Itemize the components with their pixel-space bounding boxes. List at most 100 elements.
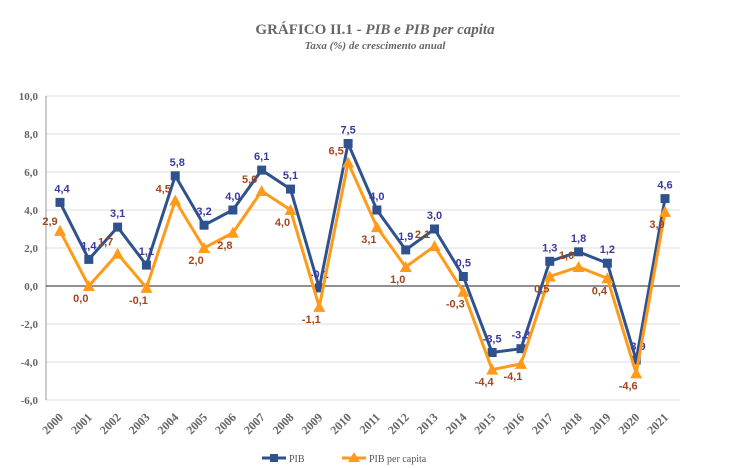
data-label: 4,0 [275, 217, 290, 229]
data-label: -3,5 [483, 334, 502, 346]
data-point-square [257, 165, 267, 175]
data-point-triangle [457, 285, 470, 297]
y-tick-label: 6,0 [24, 167, 38, 179]
series-line-0 [58, 138, 667, 361]
chart-subtitle: Taxa (%) de crescimento anual [304, 40, 446, 52]
y-tick-label: 4,0 [24, 205, 38, 217]
title-text: GRÁFICO II.1 - [255, 22, 366, 38]
data-label: 3,1 [361, 234, 376, 246]
x-tick-label: 2000 [39, 410, 66, 437]
data-label: 1,0 [390, 274, 405, 286]
x-tick-label: 2013 [414, 410, 441, 437]
data-point-square [660, 194, 670, 204]
data-point-triangle [572, 261, 585, 272]
legend-label: PIB [289, 454, 305, 465]
data-point-square [285, 184, 295, 194]
data-point-square [228, 205, 238, 215]
x-tick-label: 2002 [97, 410, 124, 437]
data-label: 6,1 [254, 151, 269, 163]
data-label: 2,8 [217, 240, 232, 252]
x-tick-label: 2018 [558, 410, 585, 437]
data-label: 2,0 [188, 255, 203, 267]
data-point-square [84, 254, 94, 264]
data-label: -4,1 [503, 371, 522, 383]
x-tick-label: 2005 [183, 410, 210, 437]
x-tick-label: 2001 [68, 410, 95, 437]
data-point-square [170, 171, 180, 181]
data-label: 2,9 [42, 216, 57, 228]
data-label: 5,8 [170, 157, 185, 169]
x-tick-label: 2006 [212, 410, 239, 437]
data-point-triangle [54, 224, 66, 236]
data-point-triangle [255, 185, 268, 196]
data-point-square [631, 355, 641, 365]
data-point-triangle [169, 194, 182, 206]
data-point-square [545, 256, 555, 266]
x-tick-label: 2003 [126, 410, 153, 437]
data-label: 0,4 [592, 285, 608, 297]
data-point-square [372, 205, 382, 215]
y-tick-label: -6,0 [21, 395, 39, 407]
data-point-triangle [428, 240, 441, 252]
data-label: 7,5 [340, 125, 355, 137]
data-point-triangle [342, 156, 355, 168]
data-point-square [458, 272, 468, 281]
data-point-triangle [399, 261, 412, 272]
x-tick-label: 2007 [241, 410, 268, 437]
data-point-triangle [370, 221, 383, 233]
data-point-triangle [630, 367, 643, 379]
data-point-triangle [82, 280, 95, 291]
data-label: 1,0 [559, 250, 574, 262]
data-label: 3,2 [196, 206, 211, 218]
data-point-square [343, 139, 353, 148]
x-tick-label: 2016 [500, 410, 527, 437]
data-point-square [602, 258, 612, 268]
data-label: 3,1 [110, 208, 125, 220]
x-tick-label: 2010 [327, 410, 354, 437]
data-label: 4,6 [657, 180, 672, 192]
data-label: 4,4 [54, 183, 70, 195]
x-tick-label: 2004 [154, 410, 181, 437]
x-tick-label: 2019 [587, 410, 614, 437]
data-label: 4,0 [369, 191, 384, 203]
data-point-triangle [284, 204, 297, 215]
data-point-triangle [140, 281, 153, 293]
legend-square-marker [270, 454, 278, 462]
data-point-triangle [111, 247, 124, 259]
data-label: 3,0 [427, 210, 442, 222]
y-tick-label: -2,0 [21, 319, 39, 331]
data-label: 1,9 [398, 231, 413, 243]
data-label: 1,1 [139, 246, 154, 258]
data-point-square [487, 348, 497, 357]
data-point-triangle [226, 226, 239, 238]
data-label: 0,5 [456, 258, 471, 270]
x-tick-label: 2020 [615, 410, 642, 437]
x-tick-label: 2009 [299, 410, 326, 437]
y-tick-label: 10,0 [19, 91, 39, 103]
data-point-triangle [313, 300, 326, 312]
data-point-triangle [601, 272, 614, 284]
data-point-square [113, 222, 123, 232]
data-label: 6,5 [328, 146, 343, 158]
data-point-square [430, 224, 440, 234]
data-label: 5,0 [242, 174, 257, 186]
x-tick-label: 2021 [644, 410, 671, 437]
data-point-square [55, 197, 65, 207]
x-tick-label: 2014 [443, 410, 470, 437]
data-label: -4,6 [619, 380, 638, 392]
data-point-square [141, 260, 151, 270]
data-point-square [401, 245, 411, 255]
data-label: -0,1 [129, 295, 148, 307]
data-label: 3,9 [649, 219, 664, 231]
data-label: 1,8 [571, 233, 586, 245]
data-point-square [314, 283, 324, 293]
data-label: -0,3 [446, 299, 465, 311]
data-label: -4,4 [475, 377, 495, 389]
data-point-square [199, 220, 209, 230]
y-tick-label: -4,0 [21, 357, 39, 369]
chart-title: GRÁFICO II.1 - PIB e PIB per capita [0, 22, 750, 39]
series-line-1 [58, 157, 667, 374]
data-point-square [574, 247, 584, 257]
data-label: 1,2 [600, 244, 615, 256]
